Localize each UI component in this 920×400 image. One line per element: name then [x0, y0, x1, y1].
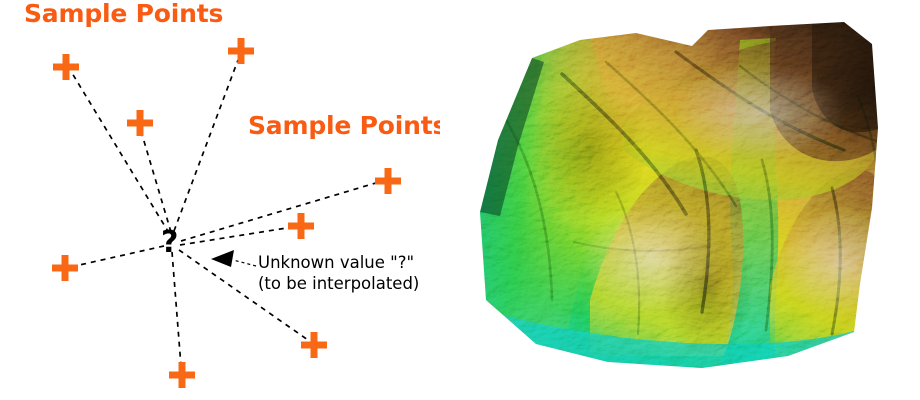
sample-point-markers — [52, 38, 401, 388]
sample-point-top-left[interactable] — [53, 54, 79, 80]
block-edge-left — [480, 58, 544, 216]
ray-to-left — [74, 245, 165, 267]
leader-line — [232, 259, 257, 267]
sample-point-right-upper[interactable] — [375, 168, 401, 194]
arrow-head-icon — [211, 250, 234, 267]
surface-body — [480, 22, 878, 368]
sample-point-top-right[interactable] — [228, 38, 254, 64]
ray-to-top-right — [173, 59, 239, 232]
annotation-line-2: (to be interpolated) — [258, 274, 419, 293]
elevation-surface-canvas — [480, 22, 878, 368]
heading-sample-points-right: Sample Points — [248, 111, 440, 140]
hillshade-overlay — [480, 22, 878, 368]
annotation-line-1: Unknown value "?" — [258, 253, 414, 272]
sample-point-bottom-center[interactable] — [169, 362, 195, 388]
ray-to-right-upper — [180, 181, 380, 242]
heading-sample-points-left: Sample Points — [24, 0, 223, 28]
3d-elevation-surface — [440, 0, 920, 400]
unknown-value-marker: ? — [161, 225, 178, 260]
ray-to-bottom-right — [178, 249, 309, 341]
ray-to-bottom-center — [171, 251, 182, 367]
interpolation-ray-group — [71, 59, 380, 367]
ray-to-upper-mid — [140, 130, 172, 233]
sample-point-upper-mid[interactable] — [127, 110, 153, 136]
interpolation-canvas: ? Sample Points Sample Points Unknown va… — [24, 0, 440, 388]
sample-point-bottom-right[interactable] — [301, 332, 327, 358]
spatial-interpolation-diagram: ? Sample Points Sample Points Unknown va… — [0, 0, 440, 400]
ray-to-right-lower — [179, 226, 294, 246]
annotation-leader — [211, 250, 257, 267]
sample-point-right-lower[interactable] — [288, 213, 314, 239]
ray-to-top-left — [71, 72, 170, 234]
sample-point-left[interactable] — [52, 255, 78, 281]
